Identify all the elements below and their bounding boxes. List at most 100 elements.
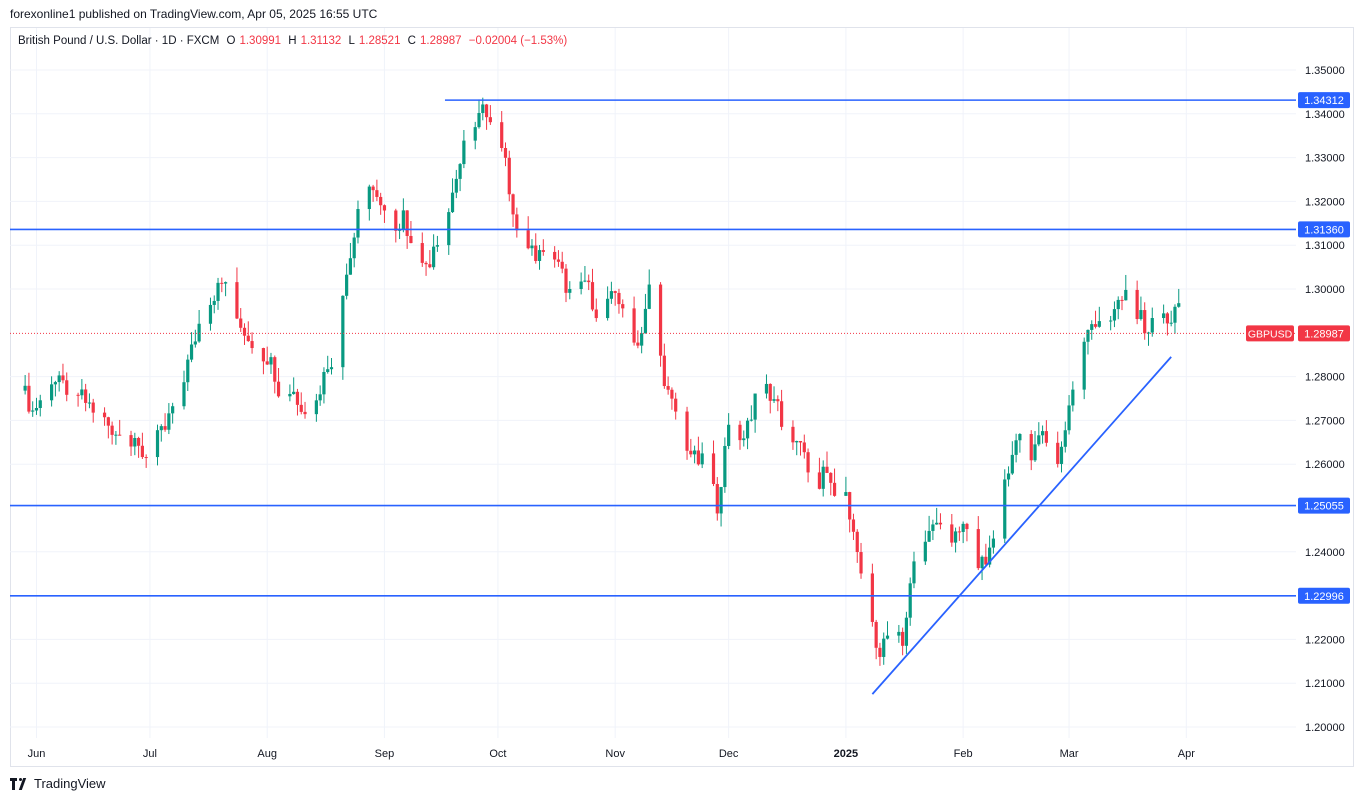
candle-down	[144, 454, 148, 468]
open-label: O	[226, 35, 236, 47]
candle-up	[212, 295, 216, 314]
candle-body	[405, 210, 409, 236]
candle-down	[848, 491, 852, 533]
candle-up	[53, 380, 57, 397]
candle-up	[87, 393, 92, 409]
candle-body	[1120, 299, 1124, 301]
candle-body	[171, 406, 175, 414]
candle-up	[341, 295, 345, 380]
level-label: 1.25055	[1304, 501, 1344, 513]
candle-body	[1112, 309, 1117, 321]
candle-body	[658, 284, 663, 356]
candle-up	[223, 281, 228, 297]
candle-body	[534, 245, 538, 261]
candle-down	[878, 642, 882, 666]
candle-body	[938, 522, 943, 525]
candle-up	[447, 208, 451, 255]
candle-up	[927, 515, 931, 542]
candle-up	[923, 530, 927, 565]
candle-down	[129, 430, 133, 456]
candle-body	[295, 391, 300, 405]
x-tick-label: Apr	[1178, 748, 1195, 760]
candle-body	[950, 524, 954, 543]
candle-down	[965, 522, 969, 542]
candle-body	[235, 282, 239, 319]
candle-up	[745, 417, 750, 450]
candle-up	[155, 424, 160, 466]
candle-up	[1109, 315, 1113, 331]
candle-body	[700, 453, 704, 465]
candle-down	[976, 516, 980, 571]
chart-frame[interactable]	[10, 27, 1354, 767]
candle-up	[821, 460, 825, 497]
candle-down	[587, 274, 591, 291]
candle-down	[534, 233, 538, 264]
candle-body	[182, 382, 186, 407]
candle-up	[1018, 433, 1022, 453]
candle-body	[965, 523, 969, 530]
x-tick-label: Mar	[1060, 748, 1079, 760]
candle-up	[401, 198, 405, 233]
candle-body	[84, 389, 88, 403]
y-tick-label: 1.30000	[1305, 284, 1345, 296]
candle-body	[594, 309, 598, 319]
candle-down	[541, 239, 545, 256]
close-label: C	[407, 35, 416, 47]
candle-body	[772, 399, 776, 401]
candle-body	[481, 104, 485, 114]
candle-body	[882, 638, 886, 657]
candle-body	[693, 450, 697, 455]
candle-body	[568, 288, 572, 293]
candle-down	[409, 221, 413, 244]
candle-body	[727, 424, 731, 446]
candle-body	[220, 282, 224, 284]
candle-up	[269, 352, 273, 374]
candle-up	[1112, 301, 1117, 328]
candle-body	[897, 631, 901, 636]
candle-up	[1162, 304, 1166, 324]
candle-up	[57, 371, 61, 392]
candles	[23, 97, 1181, 666]
candle-body	[1033, 444, 1037, 461]
candle-body	[326, 369, 330, 372]
candle-body	[526, 230, 530, 249]
candle-up	[186, 354, 190, 391]
candle-body	[1059, 446, 1064, 464]
candle-up	[208, 297, 213, 331]
footer-brand[interactable]: TradingView	[10, 776, 106, 791]
candle-body	[583, 280, 587, 282]
candle-down	[276, 367, 281, 398]
candle-body	[352, 237, 356, 259]
candle-down	[901, 627, 905, 656]
candle-down	[670, 387, 674, 410]
y-tick-label: 1.28000	[1305, 372, 1345, 384]
candle-down	[715, 477, 719, 521]
candle-down	[560, 251, 564, 274]
y-tick-label: 1.32000	[1305, 196, 1345, 208]
candle-body	[859, 552, 863, 574]
candle-down	[261, 347, 266, 375]
candle-body	[65, 380, 69, 395]
candle-up	[1116, 296, 1120, 320]
candle-body	[242, 327, 247, 336]
candle-body	[564, 268, 568, 293]
candle-down	[1165, 312, 1169, 336]
candle-down	[776, 395, 780, 412]
candle-body	[61, 375, 65, 381]
candle-down	[515, 207, 519, 238]
candle-down	[564, 264, 568, 303]
symbol-name[interactable]: British Pound / U.S. Dollar · 1D · FXCM	[18, 35, 220, 47]
candle-down	[488, 105, 492, 125]
candle-up	[727, 413, 731, 450]
candle-up	[193, 329, 197, 348]
candle-down	[738, 420, 742, 450]
candle-body	[31, 410, 35, 412]
candle-body	[110, 425, 114, 435]
candle-down	[295, 388, 300, 416]
level-label-bg	[1298, 221, 1350, 238]
candle-body	[462, 140, 466, 165]
candle-body	[329, 367, 334, 370]
candle-body	[401, 210, 405, 230]
candle-body	[137, 437, 141, 446]
